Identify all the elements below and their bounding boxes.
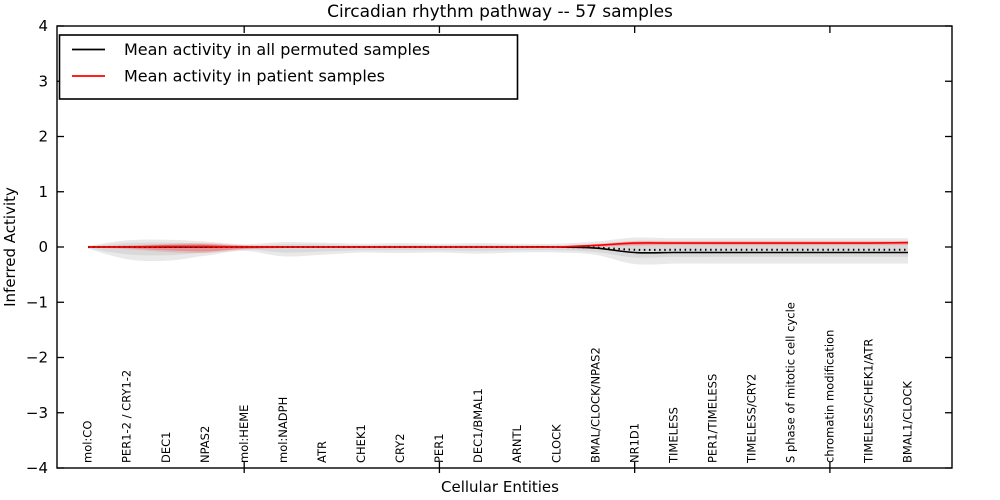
y-axis-label: Inferred Activity xyxy=(1,187,19,307)
entity-label: NR1D1 xyxy=(627,423,641,463)
entity-label: TIMELESS/CHEK1/ATR xyxy=(862,339,876,464)
legend-label-permuted: Mean activity in all permuted samples xyxy=(124,40,430,59)
y-tick-label: −1 xyxy=(26,293,48,311)
entity-label: TIMELESS xyxy=(666,407,680,464)
entity-label: chromatin modification xyxy=(823,330,837,463)
confidence-bands xyxy=(88,237,908,265)
entity-label: BMAL/CLOCK/NPAS2 xyxy=(588,347,602,463)
entity-label: ARNTL xyxy=(510,425,524,463)
entity-label: CLOCK xyxy=(549,424,563,463)
entity-label: mol:HEME xyxy=(237,405,251,463)
y-tick-label: 0 xyxy=(38,238,48,256)
y-tick-label: 4 xyxy=(38,17,48,35)
entity-label: S phase of mitotic cell cycle xyxy=(784,302,798,463)
x-axis-label: Cellular Entities xyxy=(441,478,559,496)
legend-frame xyxy=(58,34,519,100)
axis-tick-labels: 4 3 2 1 0 −1 −2 −3 −4 xyxy=(26,17,48,477)
band-permuted-range-inner xyxy=(88,241,908,258)
y-tick-label: −4 xyxy=(26,459,48,477)
entity-label: DEC1 xyxy=(159,432,173,463)
entity-label: PER1/TIMELESS xyxy=(705,374,719,463)
line-patient-mean xyxy=(87,241,909,248)
mean-activity-lines xyxy=(87,241,909,254)
entity-label: DEC1/BMAL1 xyxy=(471,388,485,463)
y-tick-label: −2 xyxy=(26,349,48,367)
entity-label: CRY2 xyxy=(393,433,407,463)
chart-title: Circadian rhythm pathway -- 57 samples xyxy=(327,2,673,22)
entity-label: CHEK1 xyxy=(354,424,368,463)
entity-label: NPAS2 xyxy=(198,426,212,463)
legend-label-patient: Mean activity in patient samples xyxy=(124,67,385,86)
entity-label: mol:NADPH xyxy=(276,397,290,463)
entity-labels: mol:CO PER1-2 / CRY1-2 DEC1 NPAS2 mol:HEME mo… xyxy=(81,302,915,464)
entity-label: PER1 xyxy=(432,433,446,463)
plot-border xyxy=(56,25,953,469)
line-dotted-reference xyxy=(88,245,909,251)
entity-label: TIMELESS/CRY2 xyxy=(744,374,758,464)
entity-label: ATR xyxy=(315,441,329,463)
entity-label: mol:CO xyxy=(81,421,95,463)
y-tick-label: 1 xyxy=(38,183,48,201)
legend-box: Mean activity in all permuted samples Me… xyxy=(58,34,519,100)
entity-label: PER1-2 / CRY1-2 xyxy=(120,370,134,463)
y-tick-label: 2 xyxy=(38,128,48,146)
entity-label: BMAL1/CLOCK xyxy=(901,381,915,463)
y-tick-label: 3 xyxy=(38,72,48,90)
y-tick-label: −3 xyxy=(26,404,48,422)
